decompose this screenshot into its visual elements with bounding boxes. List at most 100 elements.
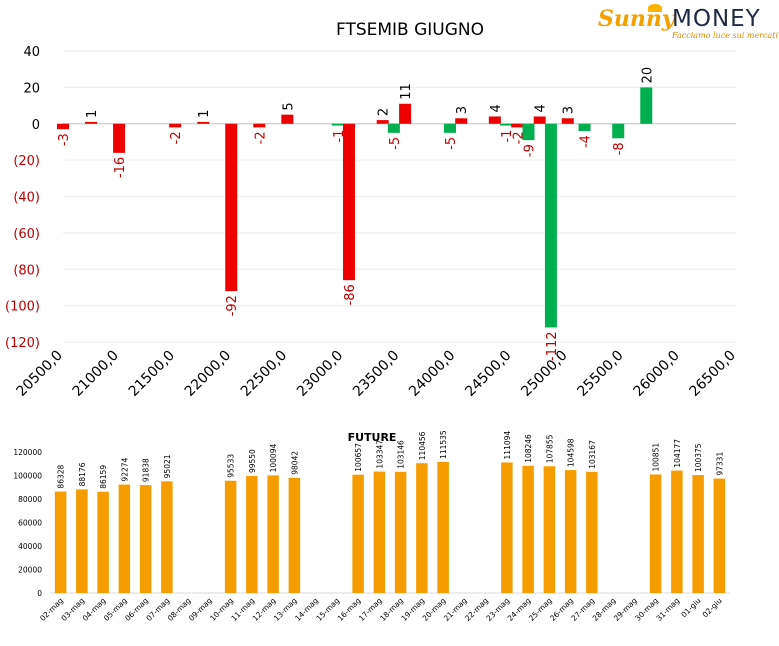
future-bar bbox=[288, 477, 301, 593]
x-tick-label: 23000,0 bbox=[294, 348, 346, 400]
option-bar bbox=[343, 123, 356, 281]
future-data-label: 95021 bbox=[163, 454, 172, 478]
y-tick-label: 40 bbox=[23, 45, 40, 60]
option-bar bbox=[281, 114, 294, 124]
future-data-label: 104598 bbox=[567, 438, 576, 467]
bar-data-label: 11 bbox=[399, 83, 414, 100]
x-tick-label: 22000,0 bbox=[182, 348, 234, 400]
future-bar bbox=[692, 475, 704, 593]
option-bar bbox=[443, 123, 456, 133]
x-tick-label: 22500,0 bbox=[238, 348, 290, 400]
future-x-tick-label: 01-giu bbox=[679, 596, 702, 619]
option-bar bbox=[500, 123, 513, 126]
future-data-label: 111094 bbox=[503, 431, 512, 460]
option-bar bbox=[387, 123, 400, 133]
bar-data-label: 20 bbox=[640, 67, 655, 84]
future-bar bbox=[586, 471, 598, 593]
logo-brand-left: Sunny bbox=[598, 6, 675, 32]
future-data-label: 100851 bbox=[652, 443, 661, 472]
x-tick-label: 26500,0 bbox=[687, 348, 739, 400]
future-x-tick-label: 31-mag bbox=[654, 596, 681, 623]
bar-data-label: -86 bbox=[343, 284, 358, 305]
future-x-tick-label: 02-giu bbox=[701, 596, 724, 619]
logo-tagline: Facciamo luce sui mercati bbox=[672, 31, 779, 40]
future-bar bbox=[543, 466, 556, 593]
future-data-label: 88176 bbox=[78, 462, 87, 486]
option-bar bbox=[85, 121, 98, 124]
y-tick-label: (60) bbox=[13, 227, 40, 242]
bar-data-label: -2 bbox=[169, 131, 184, 144]
option-bar bbox=[197, 121, 210, 124]
bar-data-label: 4 bbox=[534, 104, 549, 112]
future-bar bbox=[649, 474, 662, 593]
future-data-label: 108246 bbox=[524, 434, 533, 463]
future-data-label: 107855 bbox=[545, 434, 554, 463]
future-data-label: 103167 bbox=[588, 440, 597, 469]
option-bar bbox=[455, 118, 468, 124]
future-data-label: 103146 bbox=[397, 440, 406, 469]
option-bar bbox=[561, 118, 574, 124]
future-bar bbox=[76, 489, 88, 593]
option-bar bbox=[544, 123, 557, 328]
x-tick-label: 24500,0 bbox=[462, 348, 514, 400]
future-bar bbox=[437, 461, 449, 593]
future-bar bbox=[713, 478, 726, 593]
chart-title: FTSEMIB GIUGNO bbox=[336, 20, 484, 40]
option-bar bbox=[399, 103, 412, 124]
bar-data-label: -16 bbox=[113, 157, 128, 178]
option-bar bbox=[169, 123, 182, 128]
bar-data-label: -92 bbox=[225, 295, 240, 316]
future-data-label: 98042 bbox=[290, 451, 299, 475]
x-tick-label: 20500,0 bbox=[14, 348, 66, 400]
bar-data-label: 1 bbox=[85, 110, 100, 118]
future-bar bbox=[522, 465, 534, 593]
bar-data-label: -4 bbox=[579, 135, 594, 148]
bar-data-label: -5 bbox=[388, 137, 403, 150]
future-data-label: 100375 bbox=[694, 443, 703, 472]
y-tick-label: 20 bbox=[23, 81, 40, 96]
y-tick-label: 0 bbox=[32, 118, 40, 133]
future-y-tick-label: 80000 bbox=[18, 495, 42, 504]
future-y-tick-label: 120000 bbox=[13, 448, 42, 457]
future-bar bbox=[54, 491, 67, 593]
bar-data-label: -1 bbox=[500, 130, 515, 143]
sun-icon bbox=[648, 4, 662, 12]
y-tick-label: (20) bbox=[13, 154, 40, 169]
bar-data-label: 3 bbox=[455, 106, 470, 114]
option-bar bbox=[533, 116, 546, 124]
future-y-tick-label: 20000 bbox=[18, 566, 42, 575]
future-bar bbox=[118, 484, 131, 593]
option-bar bbox=[331, 123, 344, 126]
bar-data-label: 4 bbox=[489, 104, 504, 112]
future-bar bbox=[394, 471, 407, 593]
option-bar bbox=[225, 123, 238, 292]
option-bar bbox=[376, 120, 389, 124]
future-bar bbox=[246, 476, 258, 593]
future-y-tick-label: 60000 bbox=[18, 519, 42, 528]
sunny-money-logo: Sunny MONEY Facciamo luce sui mercati bbox=[592, 4, 779, 44]
bar-data-label: 5 bbox=[281, 102, 296, 110]
bar-data-label: -2 bbox=[253, 131, 268, 144]
bar-data-label: -112 bbox=[545, 331, 560, 361]
future-bar bbox=[97, 491, 109, 593]
future-data-label: 86328 bbox=[57, 464, 66, 488]
option-bar bbox=[253, 123, 266, 128]
bar-data-label: -3 bbox=[57, 133, 72, 146]
bar-data-label: -8 bbox=[612, 142, 627, 155]
future-bar bbox=[671, 470, 683, 593]
y-tick-label: (80) bbox=[13, 263, 40, 278]
bar-data-label: 3 bbox=[562, 106, 577, 114]
future-data-label: 100094 bbox=[269, 444, 278, 473]
bar-data-label: -5 bbox=[444, 137, 459, 150]
x-tick-label: 23500,0 bbox=[350, 348, 402, 400]
future-bar bbox=[501, 462, 513, 593]
option-bar bbox=[488, 116, 501, 124]
y-tick-label: (120) bbox=[5, 336, 40, 351]
future-data-label: 103347 bbox=[375, 440, 384, 469]
y-tick-label: (100) bbox=[5, 300, 40, 315]
future-y-tick-label: 40000 bbox=[18, 542, 42, 551]
future-data-label: 92274 bbox=[120, 457, 129, 481]
bar-data-label: 1 bbox=[197, 110, 212, 118]
